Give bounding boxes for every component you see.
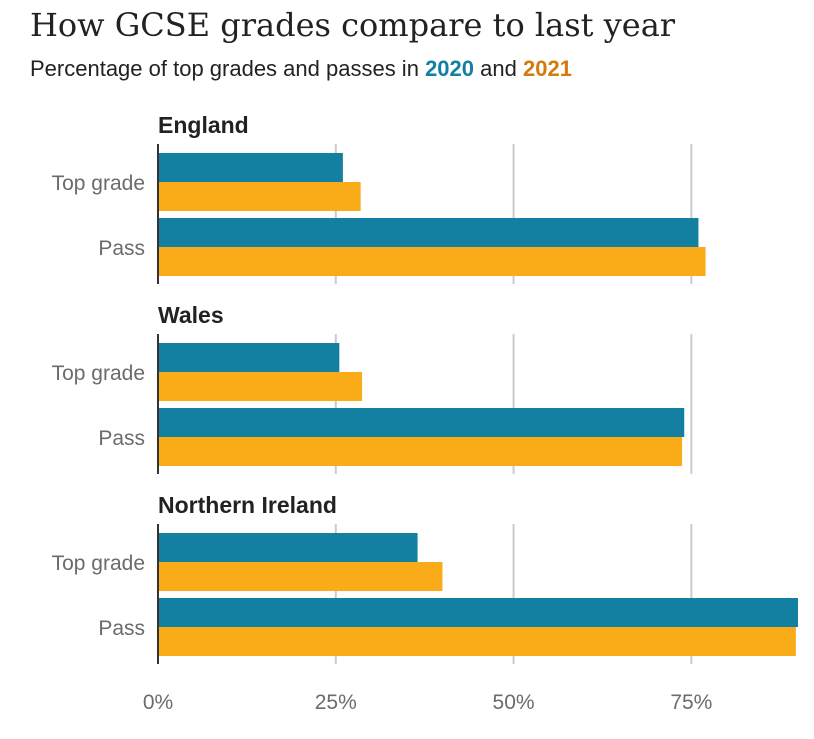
x-tick-label: 75%	[670, 691, 712, 714]
group-title: Wales	[158, 302, 224, 328]
category-label: Top grade	[52, 362, 145, 385]
category-label: Pass	[98, 617, 145, 640]
bar	[158, 343, 340, 372]
subtitle-year-2021: 2021	[522, 56, 572, 81]
category-label: Top grade	[52, 172, 145, 195]
bar	[158, 182, 361, 211]
bar	[158, 372, 363, 401]
chart-subtitle: Percentage of top grades and passes in 2…	[30, 56, 572, 82]
bar	[158, 153, 343, 182]
subtitle-prefix: Percentage of top grades and passes in	[30, 56, 419, 81]
category-label: Top grade	[52, 552, 145, 575]
bar	[158, 627, 796, 656]
chart-title: How GCSE grades compare to last year	[30, 6, 676, 44]
subtitle-connector: and	[480, 56, 517, 81]
bar	[158, 598, 798, 627]
bar	[158, 218, 699, 247]
bar	[158, 408, 685, 437]
category-label: Pass	[98, 427, 145, 450]
x-tick-label: 25%	[315, 691, 357, 714]
subtitle-year-2020: 2020	[425, 56, 475, 81]
bar	[158, 533, 418, 562]
x-tick-label: 0%	[143, 691, 173, 714]
group-title: Northern Ireland	[158, 492, 337, 518]
category-label: Pass	[98, 237, 145, 260]
bar	[158, 437, 683, 466]
bar	[158, 562, 443, 591]
group-title: England	[158, 112, 249, 138]
x-tick-label: 50%	[493, 691, 535, 714]
bar	[158, 247, 706, 276]
